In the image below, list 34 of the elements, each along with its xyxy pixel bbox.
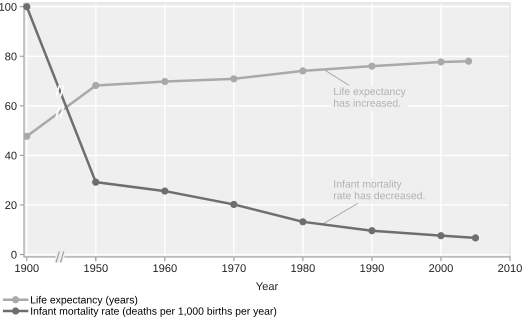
point (299, 67, 307, 74)
point (161, 187, 168, 195)
legend-label: Life expectancy (years) (31, 296, 138, 306)
point (161, 78, 168, 86)
point (437, 232, 445, 240)
x-tick-label: 1900 (15, 264, 39, 272)
point (92, 82, 100, 90)
y-tick-label: 60 (5, 102, 17, 110)
point (230, 200, 238, 208)
point (472, 234, 480, 242)
point (464, 58, 472, 65)
annotation: Infant mortality rate has decreased. (334, 180, 424, 200)
x-tick-label: 1950 (84, 264, 108, 272)
point (437, 58, 445, 66)
x-tick-label: 1960 (153, 264, 177, 272)
y-tick-label: 0 (11, 250, 17, 259)
x-tick-label: 1990 (360, 264, 384, 272)
annotation: Life expectancy has increased. (334, 87, 406, 107)
x-tick-label: 1970 (222, 264, 246, 272)
y-tick-label: 80 (5, 52, 17, 60)
y-tick-label: 40 (4, 152, 17, 160)
x-tick-label: 1980 (291, 264, 315, 272)
x-tick-label: 2000 (429, 264, 453, 272)
point (230, 75, 238, 82)
point (23, 132, 30, 140)
y-tick-label: 20 (5, 201, 17, 210)
legend-label: Infant mortality rate (deaths per 1,000 births per year) (31, 307, 276, 317)
point (368, 62, 376, 70)
point (368, 227, 376, 234)
point (92, 178, 100, 186)
point (23, 3, 30, 10)
x-tick-label: 2010 (498, 264, 522, 272)
point (299, 218, 307, 226)
x-axis-title: Year (256, 282, 278, 290)
